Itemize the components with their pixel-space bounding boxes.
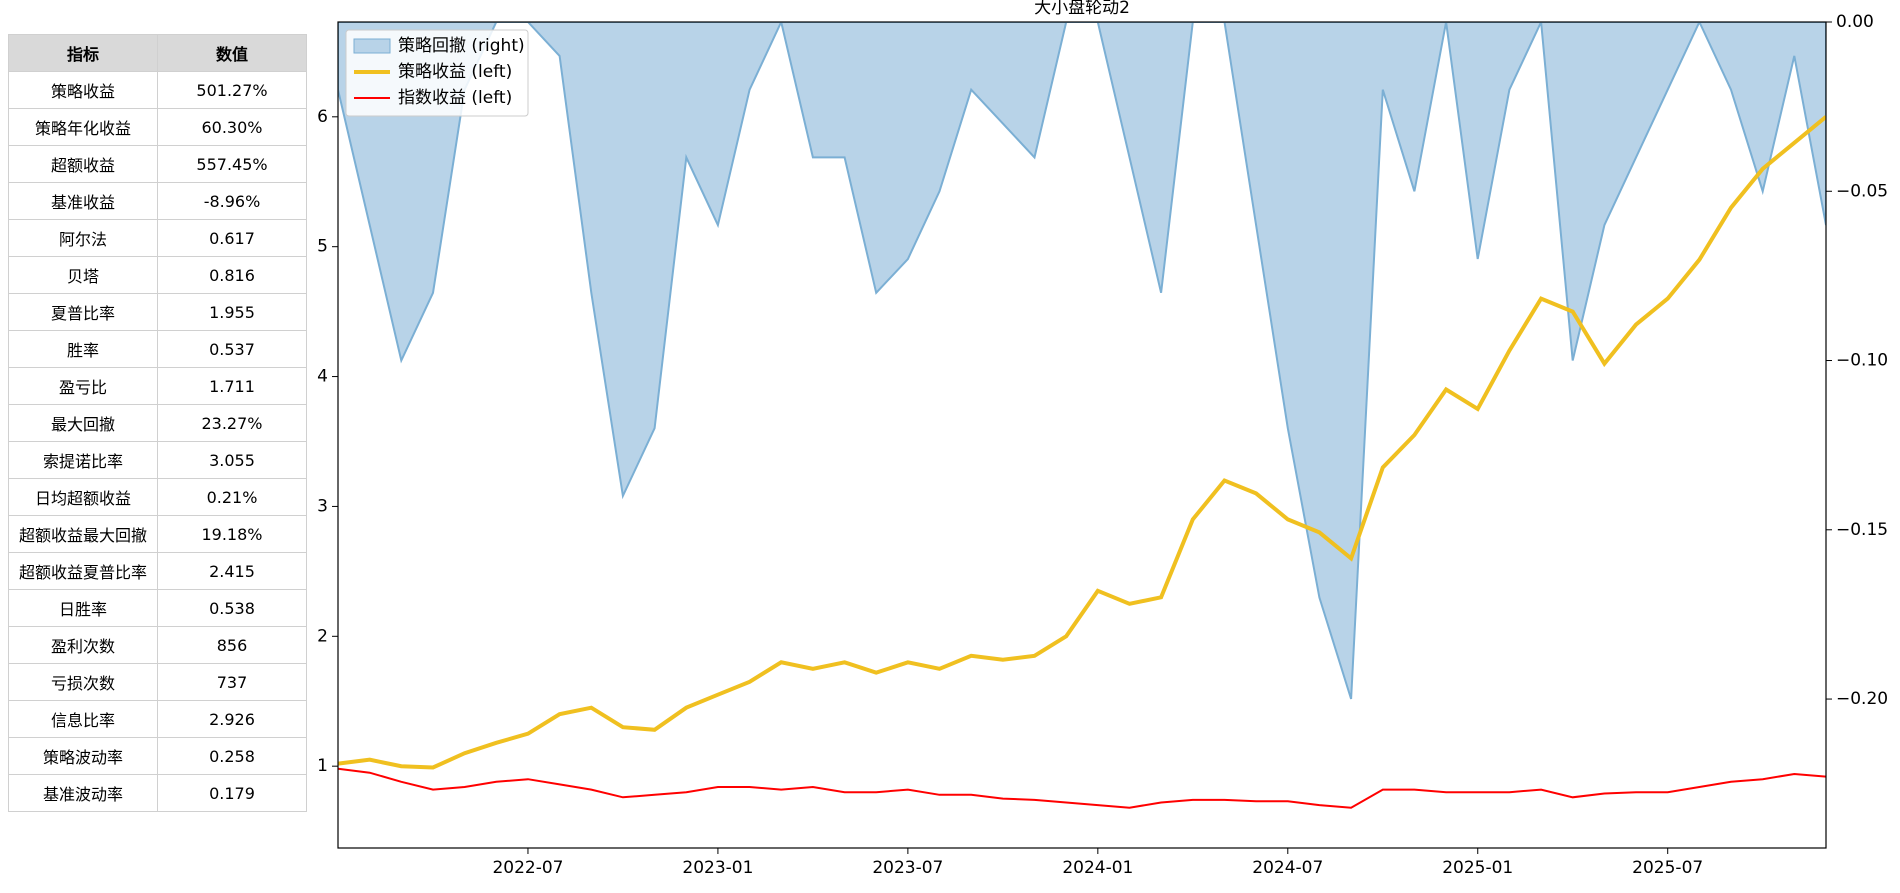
table-cell: 超额收益夏普比率 [8, 552, 158, 590]
table-cell: 日均超额收益 [8, 478, 158, 516]
table-row: 日均超额收益 0.21% [8, 478, 307, 516]
series-line [338, 767, 1826, 809]
chart-title: 大小盘轮动2 [1034, 0, 1130, 18]
legend-label: 策略回撤 (right) [398, 36, 525, 56]
table-cell: 0.816 [157, 256, 307, 294]
y-tick-label: 3 [317, 496, 328, 516]
table-cell: -8.96% [157, 182, 307, 220]
table-cell: 19.18% [157, 515, 307, 553]
y2-tick-label: 0.00 [1836, 12, 1874, 32]
y-tick-label: 5 [317, 237, 328, 257]
table-row: 夏普比率 1.955 [8, 293, 307, 331]
legend-swatch [353, 38, 391, 54]
table-row: 基准波动率 0.179 [8, 774, 307, 812]
table-row: 策略年化收益 60.30% [8, 108, 307, 146]
table-cell: 信息比率 [8, 700, 158, 738]
table-cell: 策略波动率 [8, 737, 158, 775]
x-tick-label: 2025-07 [1632, 858, 1703, 878]
table-cell: 贝塔 [8, 256, 158, 294]
table-cell: 盈亏比 [8, 367, 158, 405]
header-cell: 指标 [8, 34, 158, 72]
table-cell: 0.179 [157, 774, 307, 812]
drawdown-area [338, 22, 1826, 700]
table-row: 超额收益夏普比率 2.415 [8, 552, 307, 590]
y-tick-label: 6 [317, 107, 328, 127]
table-cell: 策略收益 [8, 71, 158, 109]
table-row: 最大回撤 23.27% [8, 404, 307, 442]
table-cell: 501.27% [157, 71, 307, 109]
table-row: 阿尔法 0.617 [8, 219, 307, 257]
table-row: 胜率 0.537 [8, 330, 307, 368]
header-row: 指标 数值 [8, 34, 307, 72]
x-tick-label: 2024-07 [1252, 858, 1323, 878]
table-cell: 1.711 [157, 367, 307, 405]
table-row: 策略收益 501.27% [8, 71, 307, 109]
y-tick-label: 1 [317, 756, 328, 776]
table-row: 日胜率 0.538 [8, 589, 307, 627]
table-cell: 0.538 [157, 589, 307, 627]
table-cell: 基准波动率 [8, 774, 158, 812]
plot [338, 22, 1826, 809]
legend-label: 指数收益 (left) [398, 88, 512, 108]
table-row: 策略波动率 0.258 [8, 737, 307, 775]
table-row: 索提诺比率 3.055 [8, 441, 307, 479]
table-row: 信息比率 2.926 [8, 700, 307, 738]
table-cell: 基准收益 [8, 182, 158, 220]
table-cell: 阿尔法 [8, 219, 158, 257]
table-cell: 超额收益 [8, 145, 158, 183]
x-tick-label: 2025-01 [1442, 858, 1513, 878]
table-cell: 0.21% [157, 478, 307, 516]
series-line [338, 115, 1826, 770]
table-row: 贝塔 0.816 [8, 256, 307, 294]
table-cell: 2.926 [157, 700, 307, 738]
y2-tick-label: −0.20 [1836, 689, 1888, 709]
x-tick-label: 2023-07 [872, 858, 943, 878]
header-cell: 数值 [157, 34, 307, 72]
table-cell: 60.30% [157, 108, 307, 146]
y2-tick-label: −0.10 [1836, 351, 1888, 371]
table-cell: 超额收益最大回撤 [8, 515, 158, 553]
table-row: 超额收益最大回撤 19.18% [8, 515, 307, 553]
table-row: 盈亏比 1.711 [8, 367, 307, 405]
table-cell: 2.415 [157, 552, 307, 590]
metrics-table: 指标 数值 策略收益 501.27% 策略年化收益 60.30% 超额收益 557.45% 基准… [8, 34, 307, 812]
table-cell: 557.45% [157, 145, 307, 183]
y-tick-label: 4 [317, 367, 328, 387]
y-tick-label: 2 [317, 626, 328, 646]
legend-box [345, 29, 529, 117]
y2-tick-label: −0.15 [1836, 520, 1888, 540]
table-cell: 3.055 [157, 441, 307, 479]
table-cell: 亏损次数 [8, 663, 158, 701]
table-row: 超额收益 557.45% [8, 145, 307, 183]
x-tick-label: 2023-01 [682, 858, 753, 878]
legend-label: 策略收益 (left) [398, 62, 512, 82]
y2-tick-label: −0.05 [1836, 181, 1888, 201]
table-cell: 夏普比率 [8, 293, 158, 331]
x-tick-label: 2024-01 [1062, 858, 1133, 878]
table-row: 基准收益 -8.96% [8, 182, 307, 220]
table-cell: 0.617 [157, 219, 307, 257]
table-cell: 1.955 [157, 293, 307, 331]
x-tick-label: 2022-07 [492, 858, 563, 878]
plot-frame [337, 21, 1827, 849]
